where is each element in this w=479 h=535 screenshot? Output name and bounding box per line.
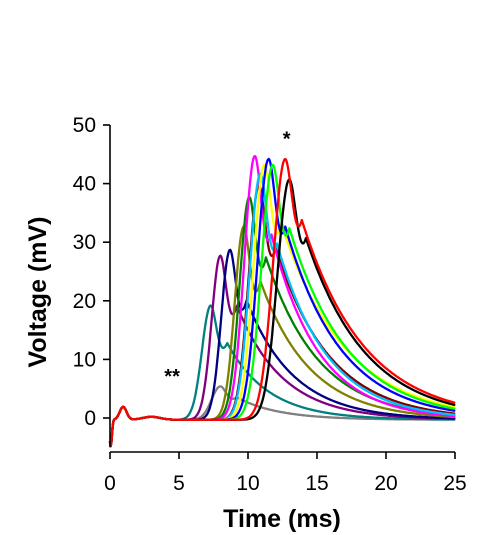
annotation-2: ** — [164, 366, 180, 388]
y-tick-label-50: 50 — [73, 114, 96, 137]
axes — [103, 124, 456, 459]
y-axis-title: Voltage (mV) — [24, 217, 52, 368]
y-tick-label-20: 20 — [73, 290, 96, 313]
labels: 0 10 20 30 40 50 0 5 10 15 20 25 Time (ms) Voltage (m… — [24, 114, 467, 533]
plot-area — [108, 154, 456, 448]
y-tick-label-10: 10 — [73, 348, 96, 371]
x-tick-label-0: 0 — [104, 472, 116, 495]
x-tick-label-20: 20 — [374, 472, 397, 495]
x-tick-label-5: 5 — [173, 472, 185, 495]
y-tick-label-30: 30 — [73, 231, 96, 254]
x-axis-title: Time (ms) — [223, 505, 341, 533]
x-tick-label-25: 25 — [443, 472, 466, 495]
annotation-1: * — [283, 129, 291, 151]
y-tick-label-0: 0 — [84, 407, 96, 430]
trace-line-14 — [108, 157, 456, 448]
trace-line-2 — [108, 304, 456, 448]
x-tick-label-15: 15 — [305, 472, 328, 495]
y-tick-label-40: 40 — [73, 173, 96, 196]
x-tick-label-10: 10 — [236, 472, 259, 495]
